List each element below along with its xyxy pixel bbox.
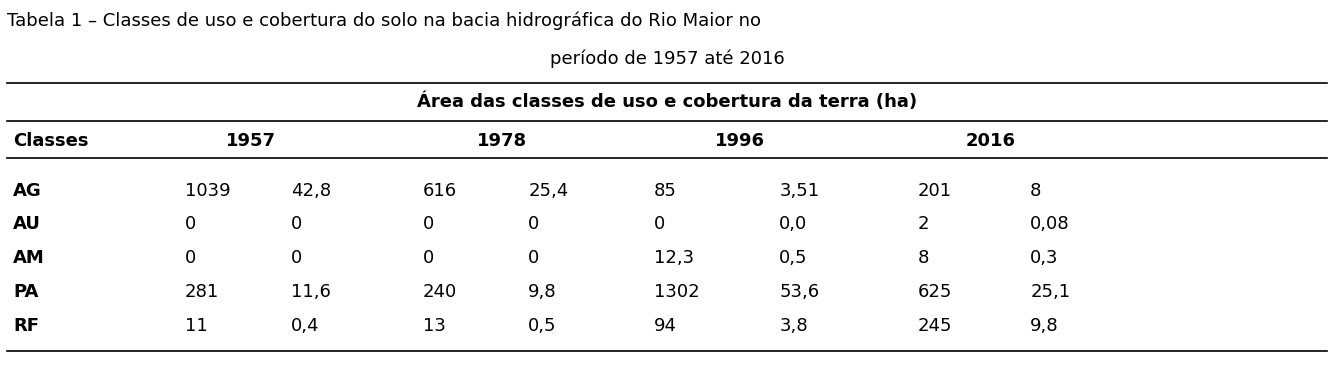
Text: 281: 281 xyxy=(185,283,219,301)
Text: 0: 0 xyxy=(291,215,301,234)
Text: Tabela 1 – Classes de uso e cobertura do solo na bacia hidrográfica do Rio Maior: Tabela 1 – Classes de uso e cobertura do… xyxy=(7,11,760,30)
Text: 0: 0 xyxy=(423,250,434,267)
Text: 616: 616 xyxy=(423,181,456,200)
Text: AM: AM xyxy=(13,250,45,267)
Text: 0: 0 xyxy=(528,215,539,234)
Text: 0: 0 xyxy=(291,250,301,267)
Text: 11: 11 xyxy=(185,317,208,335)
Text: AU: AU xyxy=(13,215,41,234)
Text: 53,6: 53,6 xyxy=(779,283,819,301)
Text: Área das classes de uso e cobertura da terra (ha): Área das classes de uso e cobertura da t… xyxy=(418,93,916,111)
Text: 625: 625 xyxy=(918,283,952,301)
Text: 8: 8 xyxy=(1030,181,1042,200)
Text: 240: 240 xyxy=(423,283,458,301)
Text: 13: 13 xyxy=(423,317,446,335)
Text: 3,51: 3,51 xyxy=(779,181,819,200)
Text: AG: AG xyxy=(13,181,43,200)
Text: 1996: 1996 xyxy=(715,133,764,150)
Text: 0,3: 0,3 xyxy=(1030,250,1059,267)
Text: 2: 2 xyxy=(918,215,930,234)
Text: 0: 0 xyxy=(654,215,666,234)
Text: 0: 0 xyxy=(185,215,196,234)
Text: 0,4: 0,4 xyxy=(291,317,319,335)
Text: 3,8: 3,8 xyxy=(779,317,808,335)
Text: 11,6: 11,6 xyxy=(291,283,331,301)
Text: 12,3: 12,3 xyxy=(654,250,694,267)
Text: 1978: 1978 xyxy=(476,133,527,150)
Text: 0,08: 0,08 xyxy=(1030,215,1070,234)
Text: 25,1: 25,1 xyxy=(1030,283,1070,301)
Text: 1302: 1302 xyxy=(654,283,699,301)
Text: 85: 85 xyxy=(654,181,676,200)
Text: 0,5: 0,5 xyxy=(779,250,808,267)
Text: 8: 8 xyxy=(918,250,930,267)
Text: 0: 0 xyxy=(528,250,539,267)
Text: 0,5: 0,5 xyxy=(528,317,556,335)
Text: 94: 94 xyxy=(654,317,676,335)
Text: período de 1957 até 2016: período de 1957 até 2016 xyxy=(550,49,784,67)
Text: 2016: 2016 xyxy=(966,133,1015,150)
Text: 25,4: 25,4 xyxy=(528,181,568,200)
Text: 0: 0 xyxy=(185,250,196,267)
Text: 201: 201 xyxy=(918,181,952,200)
Text: 0: 0 xyxy=(423,215,434,234)
Text: 1039: 1039 xyxy=(185,181,231,200)
Text: 42,8: 42,8 xyxy=(291,181,331,200)
Text: 245: 245 xyxy=(918,317,952,335)
Text: PA: PA xyxy=(13,283,39,301)
Text: 9,8: 9,8 xyxy=(1030,317,1059,335)
Text: 0,0: 0,0 xyxy=(779,215,807,234)
Text: 1957: 1957 xyxy=(225,133,276,150)
Text: RF: RF xyxy=(13,317,39,335)
Text: 9,8: 9,8 xyxy=(528,283,558,301)
Text: Classes: Classes xyxy=(13,133,89,150)
